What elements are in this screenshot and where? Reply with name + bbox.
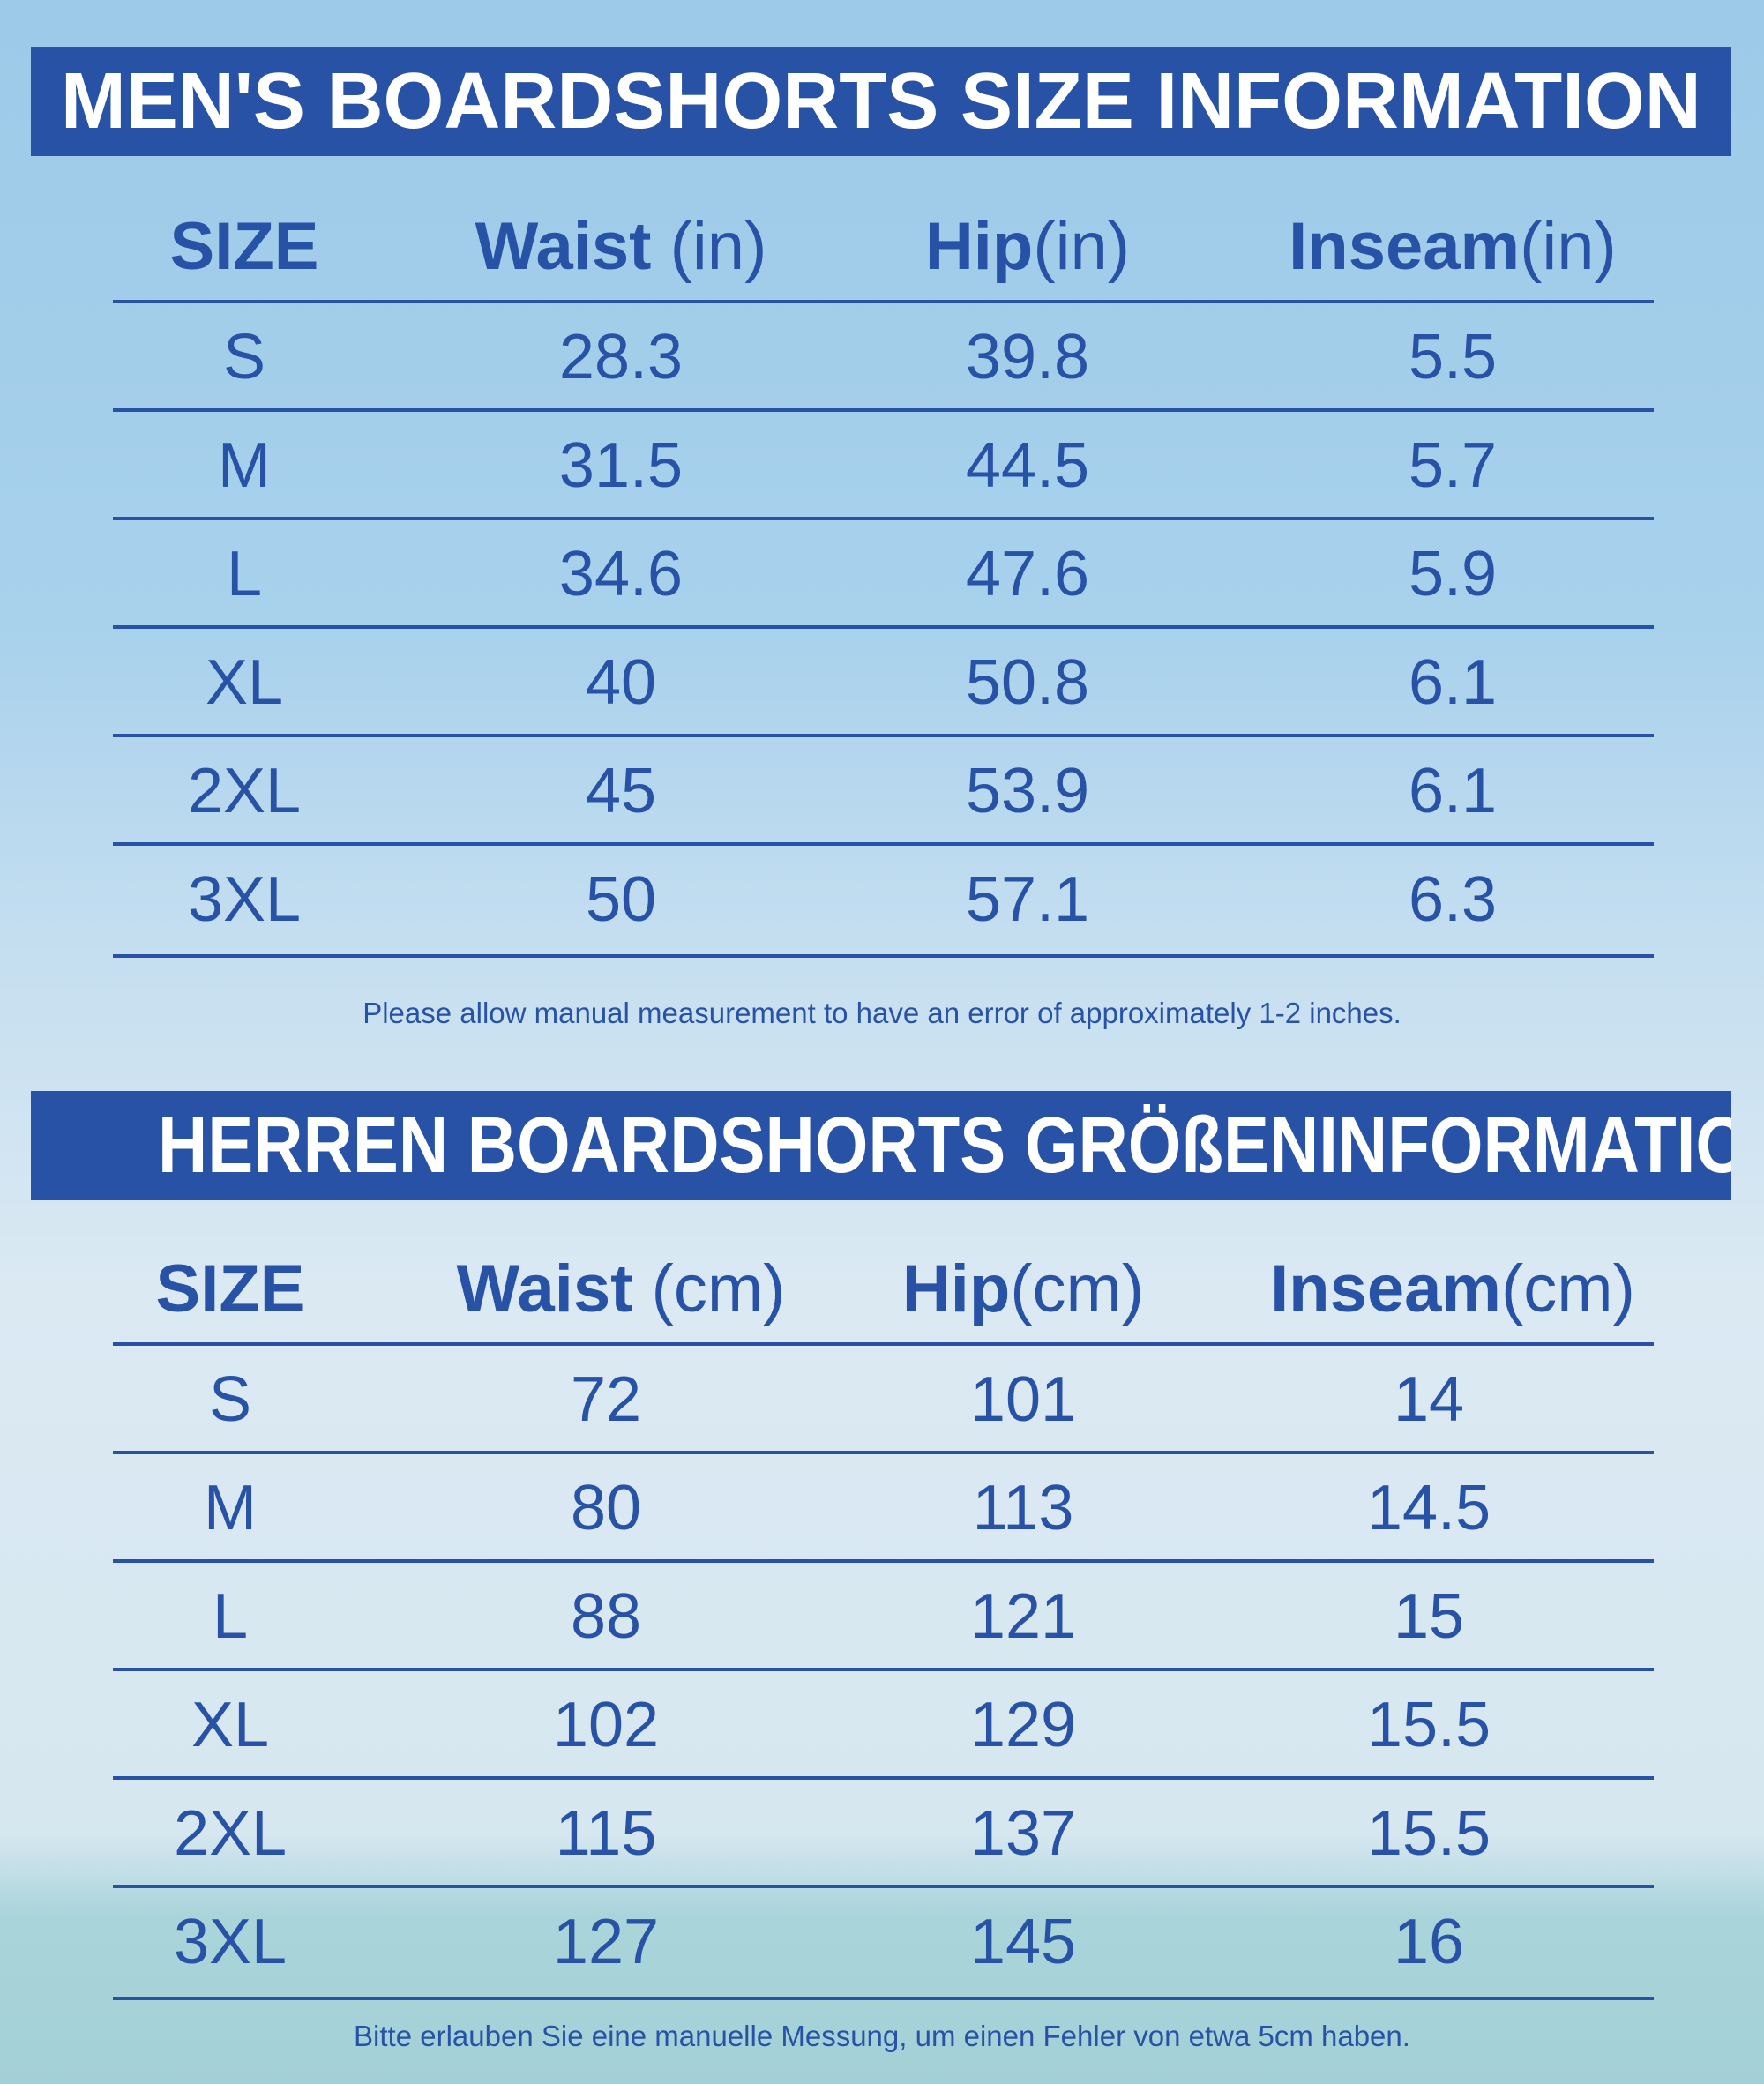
- cell-hip: 129: [969, 1690, 1077, 1760]
- cell-waist: 115: [555, 1798, 657, 1869]
- cell-hip: 121: [969, 1581, 1077, 1652]
- cell-inseam: 16: [1393, 1907, 1465, 1977]
- cell-hip: 101: [969, 1364, 1077, 1435]
- cell-inseam: 14.5: [1366, 1473, 1491, 1543]
- cell-hip: 137: [969, 1798, 1077, 1869]
- header-unit: (in): [651, 209, 767, 284]
- cell-size: 2XL: [187, 756, 302, 826]
- cell-size: L: [226, 539, 263, 609]
- cell-size: 2XL: [173, 1798, 288, 1869]
- cell-waist: 80: [570, 1473, 642, 1543]
- table-row: L 88 121 15: [113, 1559, 1654, 1671]
- cell-waist: 28.3: [558, 322, 684, 392]
- cell-hip: 57.1: [965, 864, 1090, 935]
- cell-waist: 88: [570, 1581, 642, 1652]
- cell-inseam: 14: [1393, 1364, 1465, 1435]
- column-header-size: SIZE: [170, 203, 319, 291]
- cell-inseam: 6.1: [1408, 756, 1498, 826]
- column-header-inseam: Inseam(cm): [1270, 1245, 1635, 1333]
- header-label: SIZE: [169, 209, 319, 284]
- header-label: Waist: [475, 209, 652, 284]
- cell-size: S: [222, 322, 266, 392]
- cell-hip: 145: [969, 1907, 1077, 1977]
- table-row: S 28.3 39.8 5.5: [113, 300, 1654, 412]
- mens-measurement-note: Please allow manual measurement to have …: [363, 997, 1401, 1029]
- cell-size: L: [212, 1581, 249, 1652]
- table-header: SIZE Waist (in) Hip(in) Inseam(in): [113, 203, 1654, 300]
- table-row: S 72 101 14: [113, 1342, 1654, 1454]
- cell-inseam: 5.5: [1408, 322, 1498, 392]
- cell-size: S: [208, 1364, 252, 1435]
- cell-hip: 53.9: [965, 756, 1090, 826]
- herren-title-banner: HERREN BOARDSHORTS GRÖßENINFORMATION: [31, 1091, 1731, 1200]
- header-label: SIZE: [155, 1251, 305, 1326]
- cell-inseam: 15: [1393, 1581, 1465, 1652]
- table-row: 3XL 50 57.1 6.3: [113, 842, 1654, 958]
- table-row: 2XL 115 137 15.5: [113, 1776, 1654, 1888]
- cell-size: XL: [205, 647, 284, 718]
- header-unit: (in): [1520, 209, 1617, 284]
- cell-size: M: [218, 430, 271, 501]
- header-label: Hip: [901, 1251, 1011, 1326]
- herren-measurement-note: Bitte erlauben Sie eine manuelle Messung…: [354, 2020, 1410, 2052]
- table-row: M 31.5 44.5 5.7: [113, 408, 1654, 520]
- cell-inseam: 15.5: [1366, 1798, 1491, 1869]
- table-header: SIZE Waist (cm) Hip(cm) Inseam(cm): [113, 1245, 1654, 1342]
- cell-inseam: 15.5: [1366, 1690, 1491, 1760]
- herren-title: HERREN BOARDSHORTS GRÖßENINFORMATION: [158, 1102, 1731, 1190]
- header-unit: (cm): [632, 1251, 786, 1326]
- header-unit: (cm): [1010, 1251, 1145, 1326]
- mens-title: MEN'S BOARDSHORTS SIZE INFORMATION: [61, 57, 1701, 146]
- header-label: Waist: [456, 1251, 633, 1326]
- cell-waist: 31.5: [558, 430, 684, 501]
- cell-waist: 102: [552, 1690, 660, 1760]
- cell-inseam: 5.9: [1408, 539, 1498, 609]
- cell-inseam: 6.1: [1408, 647, 1498, 718]
- cell-inseam: 5.7: [1408, 430, 1498, 501]
- cell-hip: 47.6: [965, 539, 1090, 609]
- column-header-waist: Waist (cm): [457, 1245, 786, 1333]
- table-row: XL 102 129 15.5: [113, 1668, 1654, 1780]
- cell-waist: 127: [552, 1907, 660, 1977]
- cell-hip: 50.8: [965, 647, 1090, 718]
- cell-waist: 40: [585, 647, 657, 718]
- table-row: M 80 113 14.5: [113, 1451, 1654, 1563]
- table-row: XL 40 50.8 6.1: [113, 625, 1654, 737]
- header-label: Inseam: [1270, 1251, 1501, 1326]
- cell-hip: 39.8: [965, 322, 1090, 392]
- header-unit: (cm): [1500, 1251, 1635, 1326]
- cell-hip: 44.5: [965, 430, 1090, 501]
- cell-size: XL: [191, 1690, 270, 1760]
- cell-waist: 72: [570, 1364, 642, 1435]
- cell-waist: 45: [585, 756, 657, 826]
- header-label: Inseam: [1289, 209, 1521, 284]
- column-header-waist: Waist (in): [475, 203, 767, 291]
- table-row: 2XL 45 53.9 6.1: [113, 734, 1654, 846]
- cell-size: 3XL: [187, 864, 302, 935]
- mens-title-banner: MEN'S BOARDSHORTS SIZE INFORMATION: [31, 47, 1731, 156]
- table-row: L 34.6 47.6 5.9: [113, 517, 1654, 629]
- header-unit: (in): [1033, 209, 1131, 284]
- cell-inseam: 6.3: [1408, 864, 1498, 935]
- cell-hip: 113: [972, 1473, 1074, 1543]
- cell-size: 3XL: [173, 1907, 288, 1977]
- header-label: Hip: [924, 209, 1034, 284]
- column-header-size: SIZE: [156, 1245, 305, 1333]
- column-header-hip: Hip(in): [925, 203, 1130, 291]
- cell-waist: 34.6: [558, 539, 684, 609]
- cell-size: M: [204, 1473, 257, 1543]
- column-header-inseam: Inseam(in): [1289, 203, 1617, 291]
- table-row: 3XL 127 145 16: [113, 1885, 1654, 2000]
- column-header-hip: Hip(cm): [902, 1245, 1144, 1333]
- cell-waist: 50: [585, 864, 657, 935]
